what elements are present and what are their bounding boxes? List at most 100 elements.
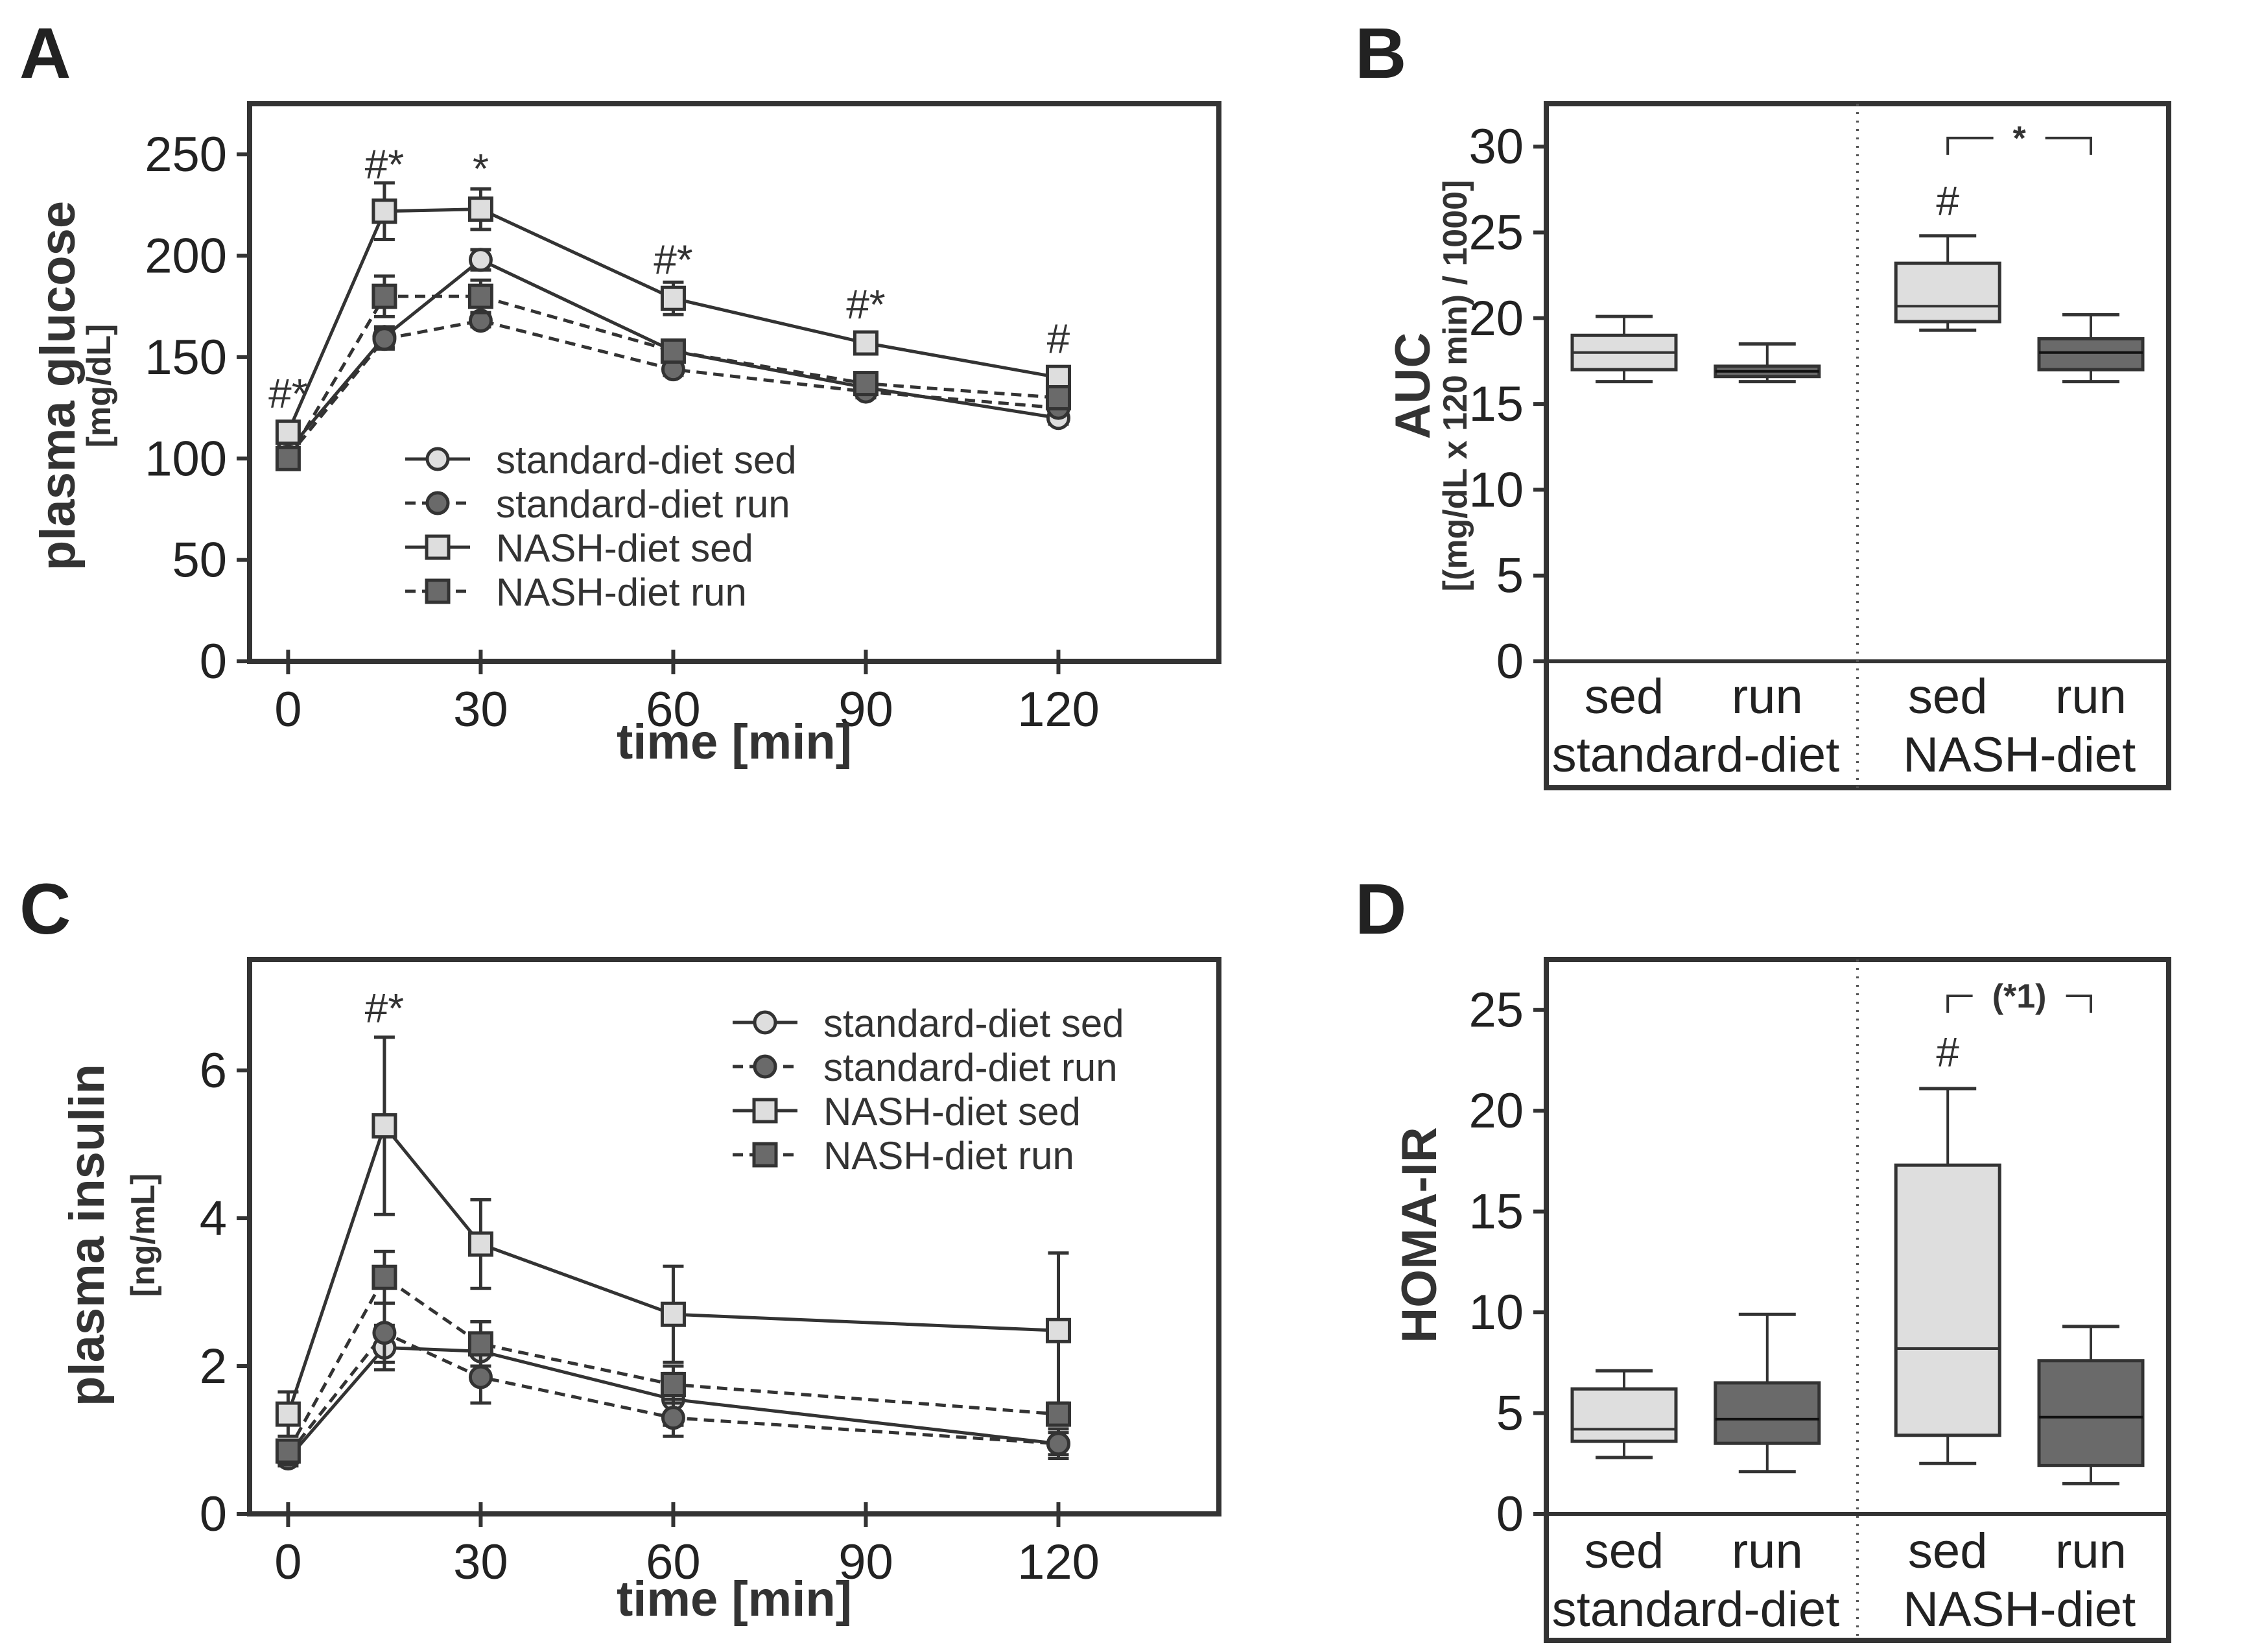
y-tick-label: 100 [145,431,227,486]
data-point [275,1401,301,1427]
series-line [287,207,1059,433]
significance-label: #* [846,281,886,327]
data-point [275,445,301,471]
y-tick-label: 25 [1468,983,1524,1038]
y-tick-label: 4 [200,1191,227,1246]
data-point [467,1231,493,1257]
y-tick-label: 5 [1496,549,1524,604]
box [1894,1163,2001,1437]
data-point [660,1372,686,1397]
data-point [467,283,493,309]
legend-marker [752,1142,778,1168]
category-label: run [2055,1524,2127,1579]
legend-label: NASH-diet sed [823,1090,1081,1133]
data-point [371,1113,397,1139]
significance-label: #* [268,370,308,417]
legend-label: standard-diet run [496,482,790,526]
group-label: standard-diet [1552,1582,1840,1637]
bracket-label: (*1) [1992,978,2047,1015]
y-tick-label: 200 [145,229,227,284]
y-tick-label: 10 [1468,462,1524,517]
panel-letter: A [19,14,71,93]
y-tick-label: 0 [200,634,227,689]
plot-frame [247,101,1221,664]
y-tick-label: 20 [1468,1083,1524,1139]
y-tick-label: 6 [200,1043,227,1098]
series-line [287,319,1059,458]
y-tick-label: 2 [200,1339,227,1394]
box [1570,1387,1678,1443]
x-tick-label: 60 [646,1535,701,1590]
data-point [467,1331,493,1357]
data-point [1045,364,1071,390]
significance-bracket [1946,994,1973,1013]
data-point [275,1438,301,1464]
panel-letter: D [1355,869,1406,949]
legend-label: standard-diet sed [496,438,797,482]
y-tick-label: 0 [1496,634,1524,689]
series-line [287,257,1059,452]
data-point [1045,1317,1071,1343]
category-label: run [1732,1524,1803,1579]
y-tick-label: 150 [145,330,227,385]
y-tick-label: 15 [1468,1185,1524,1240]
y-axis-unit: [ng/mL] [124,1174,162,1297]
data-point [467,196,493,222]
plot-frame [247,957,1221,1516]
significance-bracket [2066,994,2092,1013]
y-tick-label: 30 [1468,119,1524,174]
data-point [660,285,686,311]
bracket-label: * [2012,120,2026,158]
group-label: NASH-diet [1903,727,2136,783]
category-label: sed [1585,669,1664,724]
box [2037,1359,2145,1467]
data-point [661,1406,685,1430]
category-label: run [1732,669,1803,724]
panel-A: A 0 50 100 150 200 250 0 30 60 90 120 time [min] plas… [19,14,1221,770]
data-point [660,1301,686,1327]
y-axis-unit: [(mg/dL x 120 min) / 1000] [1437,180,1474,592]
x-tick-label: 120 [1017,682,1100,737]
y-tick-label: 25 [1468,205,1524,260]
panel-letter: C [19,869,71,949]
data-point [372,1321,397,1345]
legend-label: NASH-diet run [496,571,747,614]
x-tick-label: 60 [646,682,701,737]
y-axis-title: AUC [1386,333,1441,440]
x-tick-label: 90 [838,1535,893,1590]
data-point [1046,1432,1070,1456]
data-point [468,248,493,272]
data-point [372,327,397,351]
y-axis-title: HOMA-IR [1392,1127,1447,1343]
box [2037,337,2145,372]
legend-marker [425,447,450,471]
data-point [853,330,878,356]
y-axis-unit: [mg/dL] [80,324,118,448]
significance-label: # [1936,178,1959,224]
data-point [371,1264,397,1290]
significance-label: #* [654,237,693,283]
data-point [660,338,686,364]
significance-bracket [1946,136,1994,155]
legend-marker [753,1054,777,1079]
series-line [287,1275,1059,1452]
group-label: standard-diet [1552,727,1840,783]
significance-label: # [1936,1029,1959,1076]
panel-B: B 0 5 10 15 20 25 30 AUC[(mg/dL x 120 min) / 100… [1355,14,2171,790]
y-axis-title: plasma insulin [60,1064,115,1406]
y-tick-label: 0 [200,1487,227,1542]
group-label: NASH-diet [1903,1582,2136,1637]
significance-label: #* [365,141,405,188]
x-tick-label: 0 [274,682,301,737]
x-axis-title: time [min] [617,714,852,770]
x-tick-label: 30 [453,1535,508,1590]
y-tick-label: 0 [1496,1487,1524,1542]
y-tick-label: 15 [1468,377,1524,432]
significance-label: # [1047,316,1070,362]
legend-marker [425,534,451,560]
box [1894,261,2001,324]
legend-marker [752,1098,778,1124]
